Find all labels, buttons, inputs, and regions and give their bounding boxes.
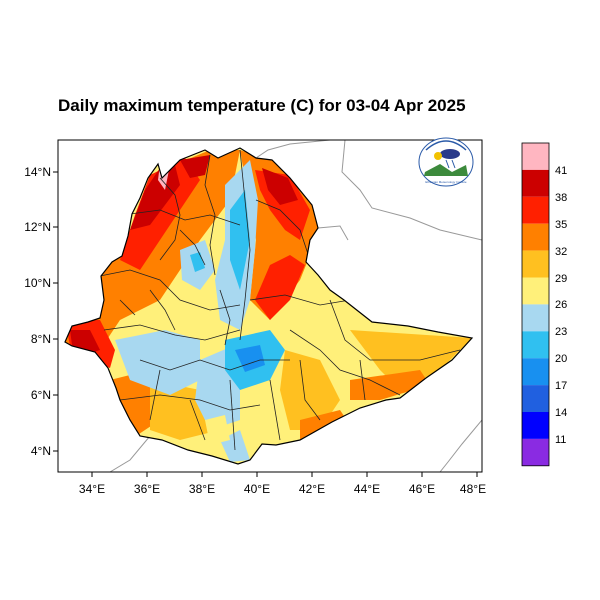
x-tick-label: 46°E [409, 482, 435, 496]
colorbar-label: 14 [555, 407, 567, 419]
colorbar-swatch [522, 331, 549, 359]
colorbar-label: 11 [555, 434, 566, 446]
colorbar-label: 29 [555, 273, 567, 285]
colorbar-label: 35 [555, 219, 567, 231]
colorbar-swatch [522, 412, 549, 439]
mountains-icon [424, 164, 468, 176]
x-tick-label: 38°E [189, 482, 215, 496]
x-tick-label: 44°E [354, 482, 380, 496]
colorbar-swatch [522, 277, 549, 305]
colorbar-label: 23 [555, 326, 567, 338]
colorbar-swatch [522, 196, 549, 224]
y-tick-label: 8°N [31, 332, 51, 346]
map-title-text: Daily maximum temperature (C) for 03-04 … [58, 96, 466, 115]
x-tick-label: 42°E [299, 482, 325, 496]
cloud-icon [440, 149, 460, 159]
colorbar-swatch [522, 250, 549, 278]
colorbar-swatch [522, 385, 549, 412]
colorbar-swatch [522, 169, 549, 197]
y-tick-label: 10°N [24, 276, 51, 290]
y-tick-label: 12°N [24, 220, 51, 234]
colorbar-swatch [522, 438, 549, 466]
y-tick-label: 14°N [24, 165, 51, 179]
y-tick-label: 4°N [31, 444, 51, 458]
colorbar-label: 32 [555, 246, 567, 258]
colorbar: 41 38 35 32 29 26 23 20 17 14 11 [521, 142, 567, 467]
colorbar-swatch [522, 358, 549, 386]
y-tick-label: 6°N [31, 388, 51, 402]
colorbar-label: 17 [555, 380, 567, 392]
colorbar-label: 41 [555, 165, 567, 177]
x-tick-label: 48°E [460, 482, 486, 496]
svg-text:Ethiopian Meteorology Institut: Ethiopian Meteorology Institute [425, 180, 467, 184]
x-axis: 34°E 36°E 38°E 40°E 42°E 44°E 46°E 48°E [79, 472, 486, 496]
neighbor-borders [109, 140, 482, 472]
map-frame [57, 139, 483, 473]
temperature-field [65, 148, 472, 464]
x-tick-label: 40°E [244, 482, 270, 496]
y-axis: 14°N 12°N 10°N 8°N 6°N 4°N [24, 165, 58, 458]
colorbar-label: 38 [555, 192, 567, 204]
colorbar-swatch [522, 304, 549, 332]
colorbar-swatch [522, 223, 549, 251]
colorbar-label: 20 [555, 353, 567, 365]
ethiopian-meteorology-institute-logo: Ethiopian Meteorology Institute [418, 137, 474, 187]
colorbar-swatch [522, 143, 549, 170]
colorbar-label: 26 [555, 299, 567, 311]
admin-borders [99, 149, 461, 451]
x-tick-label: 34°E [79, 482, 105, 496]
x-tick-label: 36°E [134, 482, 160, 496]
sun-icon [434, 152, 442, 160]
